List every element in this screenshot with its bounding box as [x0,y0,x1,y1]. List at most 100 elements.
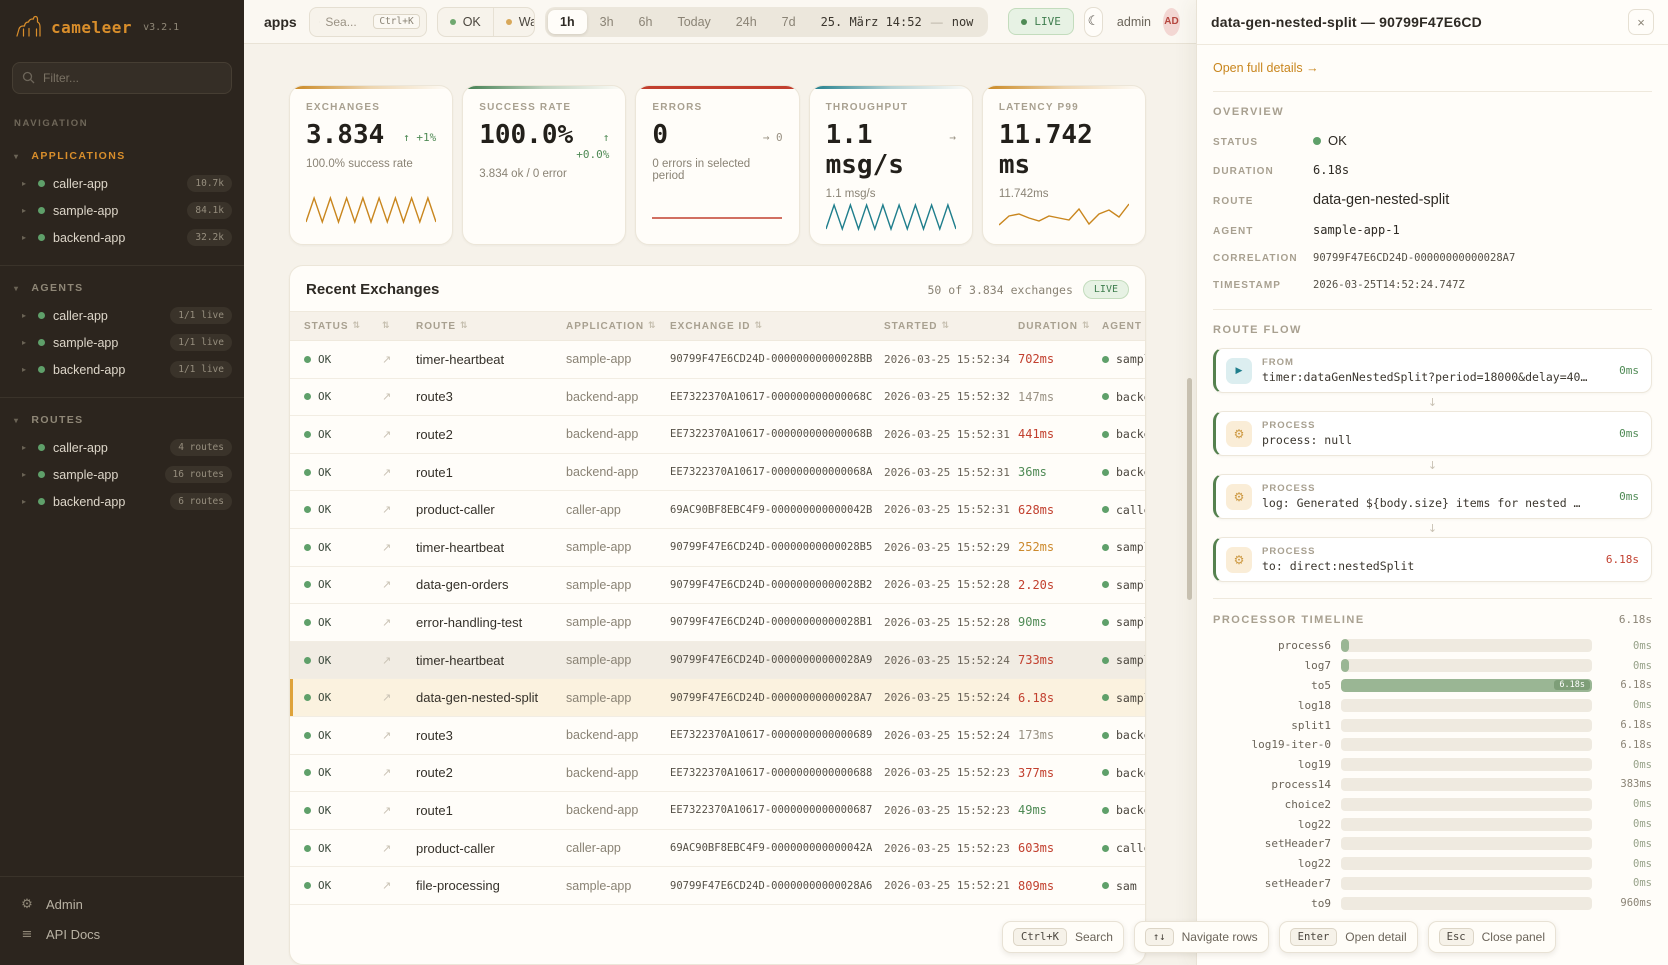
kpi-accent-bar [290,86,453,89]
sidebar-item-routes-caller-app[interactable]: ▸ caller-app 4 routes [0,434,244,461]
sidebar-item-routes-sample-app[interactable]: ▸ sample-app 16 routes [0,461,244,488]
section-header-applications[interactable]: ▾ APPLICATIONS [0,142,244,170]
direction-arrow-icon: ↗ [382,691,392,705]
status-filter-ok[interactable]: OK [438,8,493,36]
sidebar-section-agents: ▾ AGENTS ▸ caller-app 1/1 live ▸ sample-app 1/1… [0,265,244,393]
column-header-started[interactable]: STARTED ⇅ [884,321,1018,332]
chevron-down-icon: ▾ [14,283,20,293]
column-header-duration[interactable]: DURATION ⇅ [1018,321,1102,332]
started-cell: 2026-03-25 15:52:29 [884,540,1010,554]
sidebar-item-applications-backend-app[interactable]: ▸ backend-app 32.2k [0,224,244,251]
range-today[interactable]: Today [677,14,711,29]
section-header-agents[interactable]: ▾ AGENTS [0,274,244,302]
search-box[interactable]: Ctrl+K [308,6,427,37]
sidebar-item-applications-caller-app[interactable]: ▸ caller-app 10.7k [0,170,244,197]
started-cell: 2026-03-25 15:52:32 [884,390,1010,404]
period-from[interactable]: 25. März 14:52 [820,14,922,29]
column-header-exchange-id[interactable]: EXCHANGE ID ⇅ [670,321,884,332]
application-cell: backend-app [566,389,639,404]
sidebar-item-badge: 1/1 live [170,334,232,351]
kpi-card-errors: ERRORS 0 → 0 0 errors in selected period [635,85,800,245]
agent-cell: sample [1102,352,1145,366]
column-header-direction[interactable]: ⇅ [382,321,416,331]
column-header-status[interactable]: STATUS ⇅ [304,321,382,332]
status-dot [505,18,512,25]
flow-step-2[interactable]: ⚙ PROCESS process: null 0ms [1213,411,1652,456]
direction-arrow-icon: ↗ [382,841,392,855]
range-6h[interactable]: 6h [638,14,653,29]
range-3h[interactable]: 3h [599,14,614,29]
flow-step-4[interactable]: ⚙ PROCESS to: direct:nestedSplit 6.18s [1213,537,1652,582]
application-cell: sample-app [566,615,632,630]
overview-value: 6.18s [1313,163,1350,177]
overview-key: TIMESTAMP [1213,280,1282,291]
range-7d[interactable]: 7d [781,14,796,29]
footer-item-label: Admin [46,896,83,912]
kpi-value-row: 3.834 ↑ +1% [306,120,436,151]
table-row[interactable]: OK ↗ timer-heartbeat sample-app 90799F47E6CD… [290,529,1145,567]
table-row[interactable]: OK ↗ product-caller caller-app 69AC90BF8EBC4… [290,491,1145,529]
table-row[interactable]: OK ↗ route1 backend-app EE7322370A10617-0000… [290,454,1145,492]
status-cell: OK [304,879,382,892]
section-header-routes[interactable]: ▾ ROUTES [0,406,244,434]
search-kbd-hint: Ctrl+K [373,14,420,29]
period-to[interactable]: now [951,14,974,29]
agent-text: backen [1116,389,1145,404]
sidebar-item-routes-backend-app[interactable]: ▸ backend-app 6 routes [0,488,244,515]
main-scrollbar[interactable] [1187,378,1192,600]
table-row[interactable]: OK ↗ file-processing sample-app 90799F47E6CD… [290,867,1145,905]
chevron-down-icon: ▾ [14,151,20,161]
shortcut-label: Close panel [1481,930,1545,944]
agent-status-dot [1102,882,1109,890]
kpi-row: EXCHANGES 3.834 ↑ +1% 100.0% success rate SU… [289,85,1147,245]
kpi-card-latency-p99: LATENCY P99 11.742 ms 11.742ms [981,85,1147,245]
timeline-duration: 0ms [1633,877,1652,890]
table-row[interactable]: OK ↗ product-caller caller-app 69AC90BF8EBC4… [290,830,1145,868]
avatar[interactable]: AD [1162,7,1180,36]
theme-toggle[interactable]: ☾ [1083,6,1103,37]
footer-item-admin[interactable]: ⚙ Admin [0,889,244,919]
footer-item-api-docs[interactable]: ≡ API Docs [0,919,244,949]
timeline-processor-name: process6 [1278,639,1331,653]
table-row[interactable]: OK ↗ data-gen-nested-split sample-app 90799F… [290,679,1145,717]
table-row[interactable]: OK ↗ route3 backend-app EE7322370A10617-0000… [290,379,1145,417]
range-24h[interactable]: 24h [735,14,757,29]
column-header-application[interactable]: APPLICATION ⇅ [566,321,670,332]
sidebar-item-agents-backend-app[interactable]: ▸ backend-app 1/1 live [0,356,244,383]
started-cell: 2026-03-25 15:52:31 [884,427,1010,441]
open-full-details-link[interactable]: Open full details → [1213,61,1319,75]
table-row[interactable]: OK ↗ error-handling-test sample-app 90799F47… [290,604,1145,642]
column-header-agent[interactable]: AGENT⇅ [1102,321,1145,332]
live-toggle[interactable]: LIVE [1008,8,1074,35]
table-row[interactable]: OK ↗ route2 backend-app EE7322370A10617-0000… [290,416,1145,454]
status-dot [38,498,45,505]
table-row[interactable]: OK ↗ timer-heartbeat sample-app 90799F47E6CD… [290,641,1145,680]
agent-status-dot [1102,468,1109,476]
kpi-card-exchanges: EXCHANGES 3.834 ↑ +1% 100.0% success rate [289,85,454,245]
sidebar-filter-input[interactable] [12,62,232,94]
table-row[interactable]: OK ↗ route1 backend-app EE7322370A10617-0000… [290,792,1145,830]
timeline-bar-fill [1341,659,1349,673]
shortcut-close-panel: Esc Close panel [1427,921,1556,953]
flow-connector-arrow-icon: ↓ [1427,521,1438,535]
flow-step-3[interactable]: ⚙ PROCESS log: Generated ${body.size} item… [1213,474,1652,519]
table-row[interactable]: OK ↗ data-gen-orders sample-app 90799F47E6CD… [290,567,1145,605]
kpi-delta: → [949,131,956,144]
agent-text: sam [1116,878,1137,893]
shortcut-label: Navigate rows [1181,930,1258,944]
sidebar-item-agents-caller-app[interactable]: ▸ caller-app 1/1 live [0,302,244,329]
search-input[interactable] [325,14,368,29]
range-1h[interactable]: 1h [548,9,587,34]
sidebar-item-applications-sample-app[interactable]: ▸ sample-app 84.1k [0,197,244,224]
application-cell: sample-app [566,540,632,555]
status-cell: OK [304,503,382,516]
column-header-route[interactable]: ROUTE ⇅ [416,321,566,332]
table-row[interactable]: OK ↗ route2 backend-app EE7322370A10617-0000… [290,755,1145,793]
table-row[interactable]: OK ↗ route3 backend-app EE7322370A10617-0000… [290,717,1145,755]
sidebar-item-agents-sample-app[interactable]: ▸ sample-app 1/1 live [0,329,244,356]
close-panel-button[interactable]: × [1628,9,1654,35]
sidebar: cameleer v3.2.1 NAVIGATION ▾ APPLICATIONS… [0,0,244,965]
flow-step-1[interactable]: ▶ FROM timer:dataGenNestedSplit?period=180… [1213,348,1652,393]
status-filter-warn[interactable]: Warn [492,7,534,36]
table-row[interactable]: OK ↗ timer-heartbeat sample-app 90799F47E6CD… [290,341,1145,379]
